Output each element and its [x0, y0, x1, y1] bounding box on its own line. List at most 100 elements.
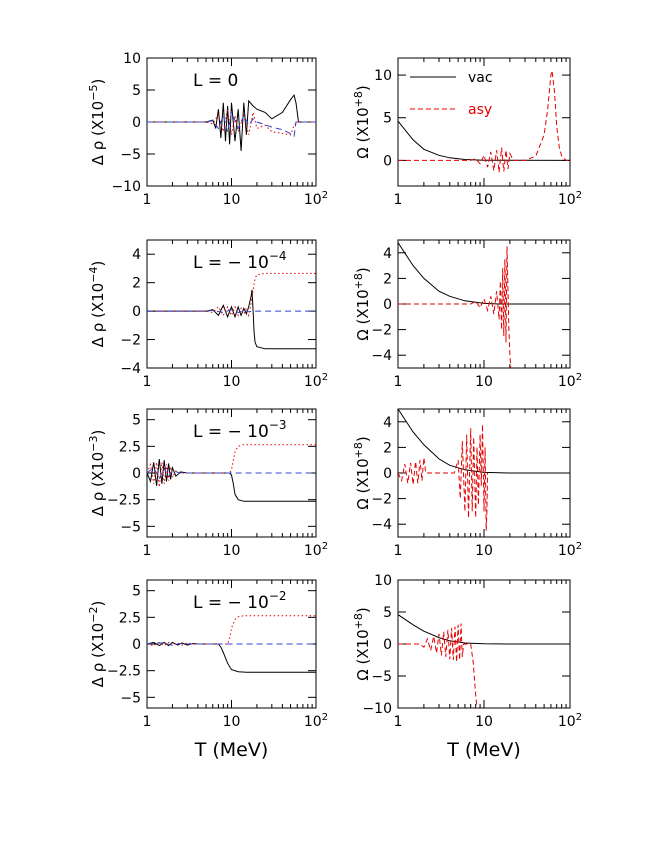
- x-tick-label: 10: [475, 714, 493, 730]
- y-axis-label-close: ): [354, 267, 372, 273]
- panel-label-exp: −4: [269, 249, 287, 263]
- x-axis-label: T (MeV): [446, 739, 521, 761]
- y-tick-label: 0: [383, 297, 392, 313]
- panel-7: 1 10 102 10 5 0 −5 −10 Ω (X10+8) T (MeV): [352, 573, 582, 761]
- y-axis-label-exp: −4: [87, 267, 100, 283]
- series-line-dotted: [147, 615, 316, 647]
- y-axis-label-exp: +8: [352, 613, 365, 629]
- y-tick-label: 0: [132, 637, 141, 653]
- y-tick-label: 4: [383, 246, 392, 262]
- y-tick-label: −2: [371, 492, 392, 508]
- y-axis-label: Ω (X10+8): [352, 85, 372, 159]
- y-tick-label: 0: [383, 466, 392, 482]
- x-tick-label: 10: [223, 543, 241, 559]
- x-tick-sup: 2: [322, 712, 328, 723]
- series-group: [147, 615, 316, 673]
- y-tick-label: 0: [132, 115, 141, 131]
- series-line-vac: [398, 409, 570, 474]
- series-group: [147, 93, 316, 151]
- y-axis-label-exp: +8: [352, 273, 365, 289]
- series-line-solid: [147, 289, 316, 350]
- y-tick-label: 5: [132, 413, 141, 429]
- panel-label: L = − 10−3: [193, 418, 287, 442]
- y-tick-label: 0: [383, 153, 392, 169]
- y-tick-label: 2.5: [119, 439, 141, 455]
- y-tick-label: 2.5: [119, 610, 141, 626]
- y-axis-label-close: ): [89, 79, 107, 85]
- x-tick-label: 10: [223, 714, 241, 730]
- x-tick-label: 1: [394, 192, 403, 208]
- legend-label-vac: vac: [468, 70, 493, 86]
- x-tick-label: 102: [304, 541, 328, 559]
- x-tick-label: 1: [143, 374, 152, 390]
- series-line-dashed: [147, 642, 316, 646]
- panel-label: L = − 10−4: [193, 249, 287, 273]
- x-tick-label: 1: [394, 543, 403, 559]
- y-tick-label: −5: [120, 519, 141, 535]
- x-axis-label: T (MeV): [194, 739, 269, 761]
- x-tick-label: 1: [143, 714, 152, 730]
- x-tick-sup: 2: [576, 190, 582, 201]
- y-tick-label: −5: [120, 690, 141, 706]
- y-tick-label: 10: [123, 51, 141, 67]
- series-group: [398, 70, 570, 173]
- y-tick-label: −4: [120, 361, 141, 377]
- y-tick-label: −5: [120, 147, 141, 163]
- x-tick-label: 102: [558, 541, 582, 559]
- y-axis-label: Ω (X10+8): [352, 607, 372, 681]
- x-tick-label: 10: [475, 543, 493, 559]
- x-tick-label: 102: [558, 712, 582, 730]
- y-tick-label: −4: [371, 348, 392, 364]
- panel-3: 1 10 102 4 2 0 −2 −4 Ω (X10+8): [352, 239, 582, 390]
- series-line-solid: [147, 641, 316, 673]
- x-tick-sup: 2: [322, 541, 328, 552]
- series-group: [398, 614, 570, 708]
- y-axis-label-exp: −3: [87, 436, 100, 452]
- x-tick-label: 1: [394, 714, 403, 730]
- series-line-vac: [398, 614, 570, 645]
- y-axis-label-close: ): [89, 601, 107, 607]
- y-tick-label: −4: [371, 517, 392, 533]
- series-line-dashed: [147, 309, 316, 314]
- y-tick-label: −2: [120, 333, 141, 349]
- series-group: [398, 409, 570, 531]
- x-tick-sup: 2: [576, 372, 582, 383]
- y-axis-label-exp: −5: [87, 85, 100, 101]
- y-tick-label: 0: [132, 466, 141, 482]
- x-tick-sup: 2: [576, 712, 582, 723]
- y-axis-label-close: ): [354, 85, 372, 91]
- y-axis-label-close: ): [354, 607, 372, 613]
- y-tick-label: 10: [374, 68, 392, 84]
- y-axis-label: Δ ρ (X10−5): [87, 79, 107, 166]
- y-tick-label: −2.5: [107, 493, 141, 509]
- series-line-asy: [398, 70, 570, 173]
- y-tick-label: 2: [383, 271, 392, 287]
- x-tick-label: 102: [304, 372, 328, 390]
- x-tick-label: 10: [475, 374, 493, 390]
- y-axis-label-close: ): [89, 430, 107, 436]
- series-line-solid: [147, 93, 316, 151]
- x-tick-sup: 2: [322, 190, 328, 201]
- y-axis-label: Δ ρ (X10−4): [87, 261, 107, 348]
- y-tick-label: 5: [132, 584, 141, 600]
- x-tick-label: 102: [304, 190, 328, 208]
- x-tick-label: 102: [558, 190, 582, 208]
- y-axis-label: Δ ρ (X10−3): [87, 430, 107, 517]
- legend-label-asy: asy: [468, 102, 492, 118]
- series-line-asy: [398, 623, 478, 708]
- y-tick-label: 4: [132, 247, 141, 263]
- y-axis-label-exp: +8: [352, 442, 365, 458]
- panel-6: 1 10 102 5 2.5 0 −2.5 −5 Δ ρ (X10−2) T (MeV) L = −…: [87, 579, 328, 761]
- y-tick-label: −5: [371, 669, 392, 685]
- y-tick-label: −2.5: [107, 664, 141, 680]
- y-tick-label: 4: [383, 415, 392, 431]
- panel-1: 1 10 102 10 5 0 Ω (X10+8) vac asy: [352, 57, 582, 208]
- y-tick-label: 10: [374, 573, 392, 589]
- y-axis-label-close: ): [89, 261, 107, 267]
- x-tick-label: 1: [394, 374, 403, 390]
- y-tick-label: 5: [383, 605, 392, 621]
- series-group: [147, 272, 316, 350]
- panel-5: 1 10 102 4 2 0 −2 −4 Ω (X10+8): [352, 408, 582, 559]
- y-tick-label: 0: [132, 304, 141, 320]
